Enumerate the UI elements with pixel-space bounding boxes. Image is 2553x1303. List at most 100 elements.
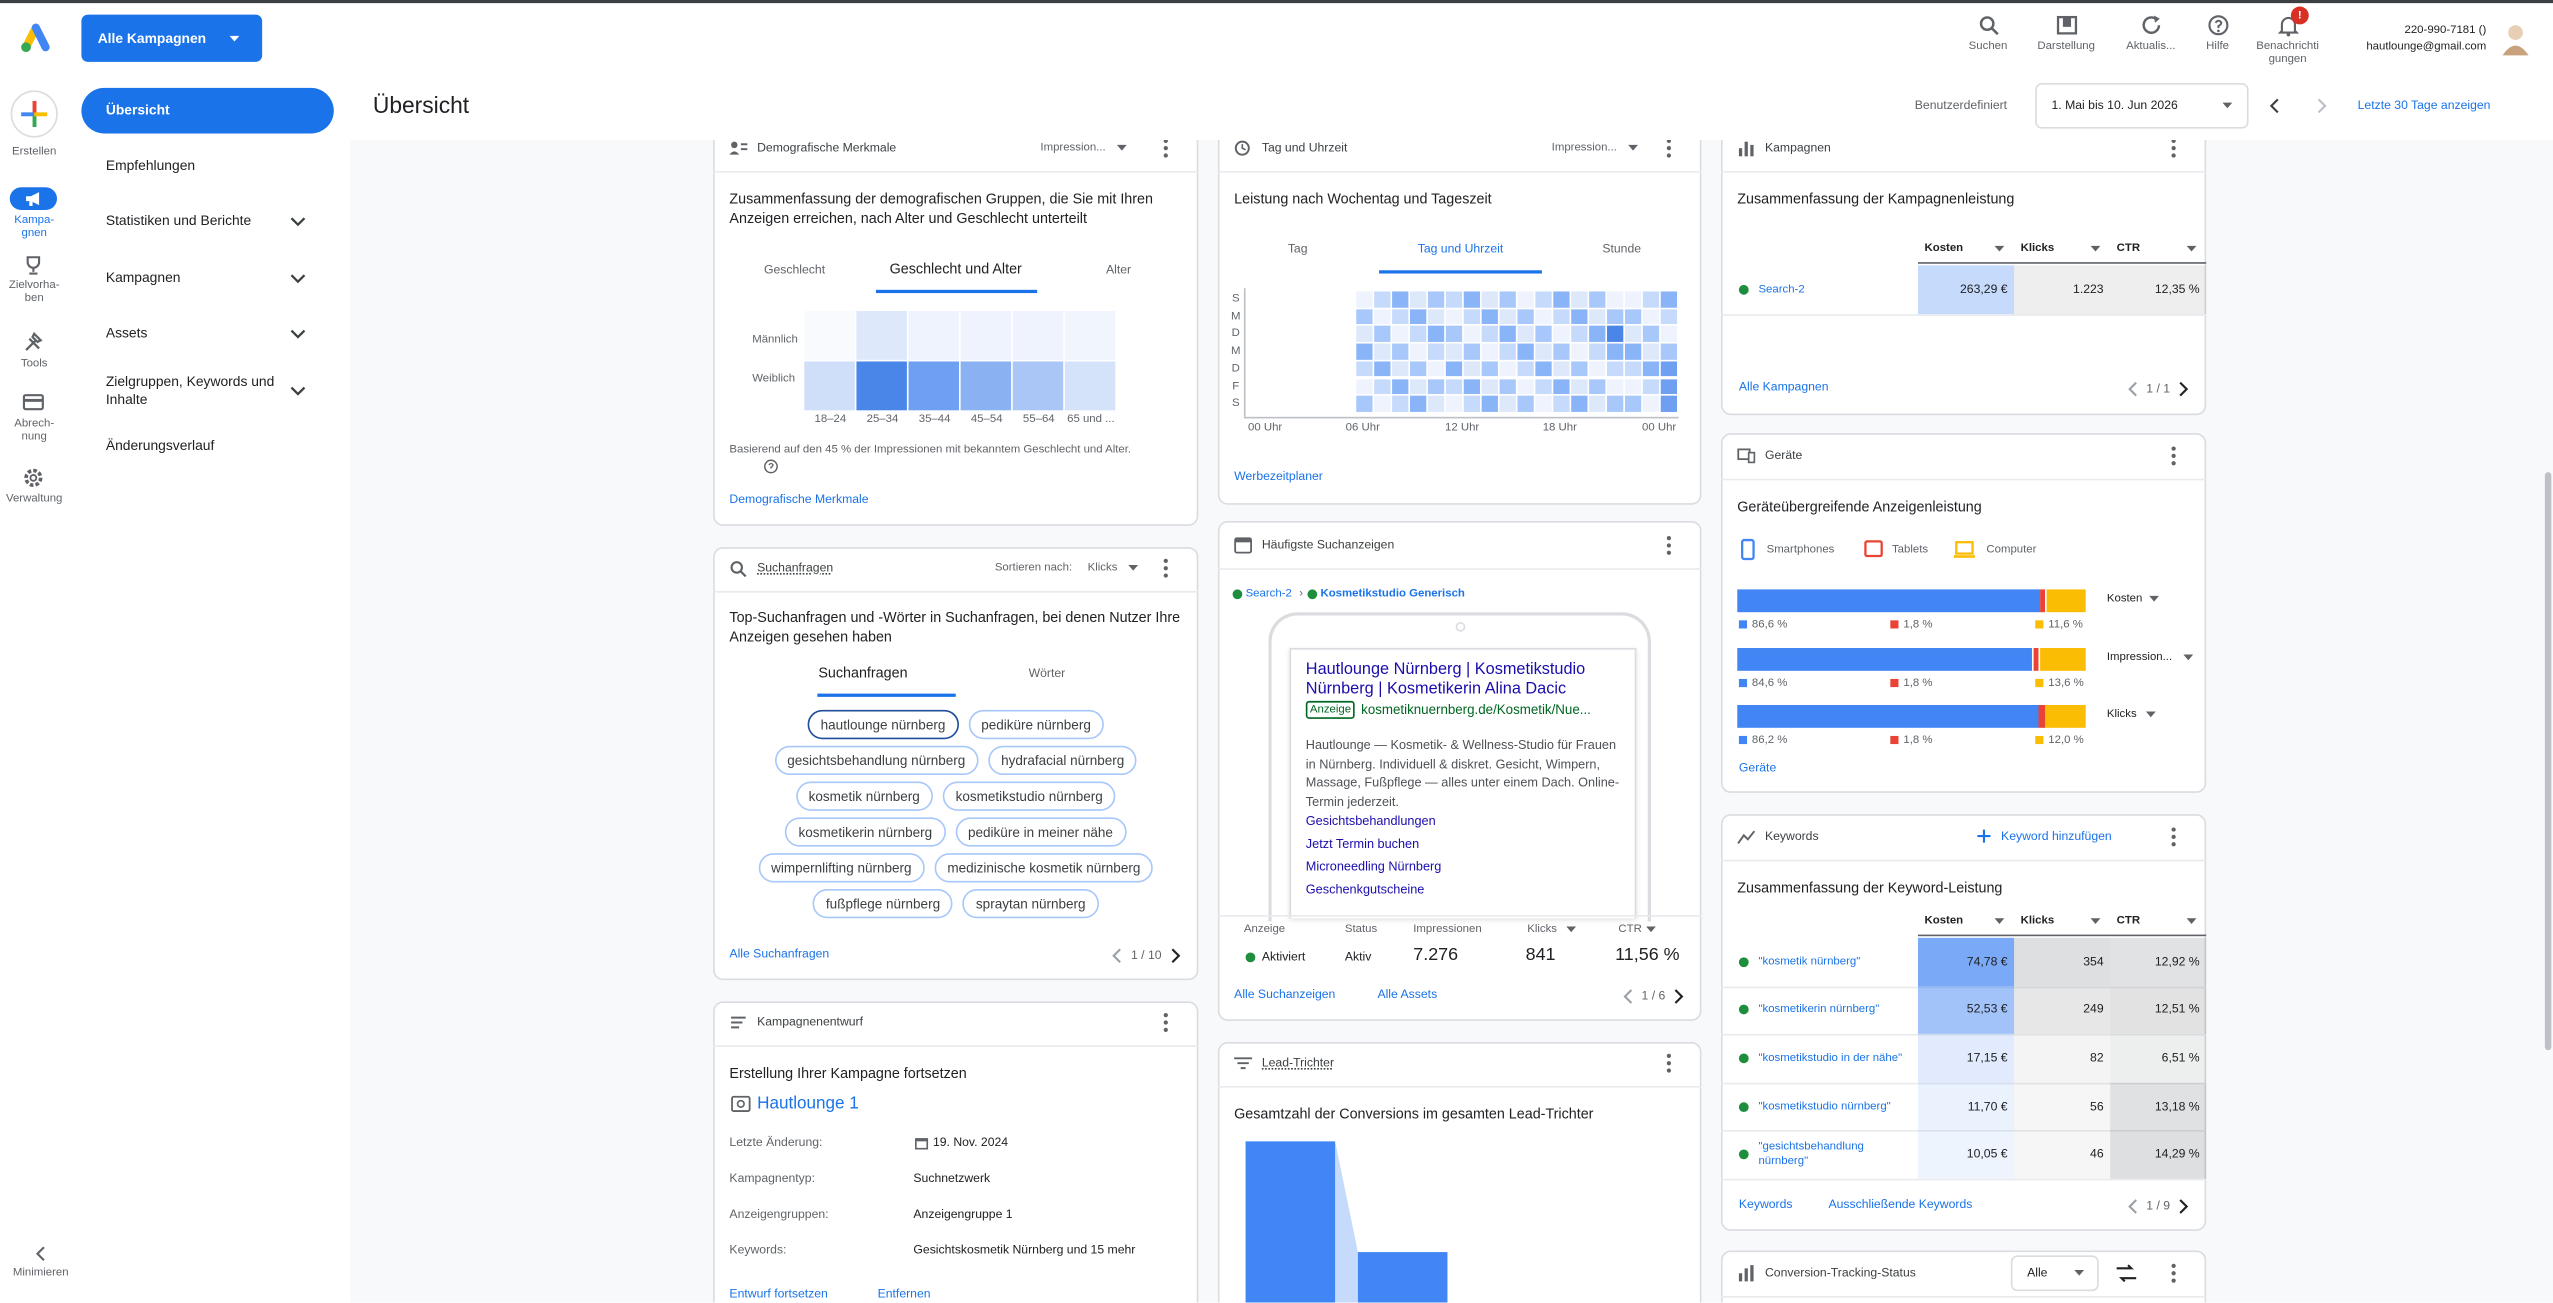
toolbar-icon[interactable] [2140, 15, 2161, 36]
row-name[interactable]: "kosmetikerin nürnberg" [1758, 1004, 1880, 1016]
link[interactable]: Entfernen [877, 1286, 931, 1301]
metric-select[interactable]: Impression... [2106, 650, 2173, 663]
more-menu[interactable] [1163, 1013, 1170, 1033]
column-header[interactable]: Kosten [1924, 243, 1964, 255]
chip[interactable]: spraytan nürnberg [962, 888, 1099, 919]
rail-label[interactable]: Tools [20, 358, 48, 370]
dropdown-caret[interactable] [1628, 144, 1638, 152]
tab[interactable]: Geschlecht und Alter [889, 260, 1022, 277]
more-menu[interactable] [1666, 1053, 1673, 1073]
next-page[interactable] [1674, 988, 1684, 1004]
more-menu[interactable] [2170, 446, 2177, 466]
next-page[interactable] [2179, 381, 2189, 397]
dropdown-caret[interactable] [1994, 245, 2005, 253]
nav-item[interactable]: Statistiken und Berichte [105, 212, 252, 229]
next-page[interactable] [2179, 1198, 2189, 1214]
filter-select[interactable] [2010, 1255, 2099, 1292]
add-icon[interactable] [1977, 829, 1992, 844]
create-button[interactable] [10, 90, 59, 139]
toolbar-label[interactable]: Aktualis... [2126, 40, 2176, 53]
nav-item[interactable]: Assets [105, 324, 148, 341]
rail-icon[interactable] [23, 331, 44, 352]
filter-value[interactable]: Alle [2027, 1265, 2048, 1280]
tab[interactable]: Tag und Uhrzeit [1417, 240, 1504, 256]
column-header[interactable]: Klicks [2020, 243, 2055, 255]
dropdown-caret[interactable] [1566, 926, 1577, 933]
dropdown-caret[interactable] [2186, 245, 2197, 253]
rail-icon[interactable] [22, 394, 44, 411]
rail-icon[interactable] [24, 256, 42, 276]
previous-page[interactable] [35, 1246, 46, 1262]
date-range[interactable]: 1. Mai bis 10. Jun 2026 [2051, 97, 2178, 113]
sitelink[interactable]: Microneedling Nürnberg [1305, 859, 1442, 874]
more-menu[interactable] [2170, 138, 2177, 158]
chip[interactable]: hydrafacial nürnberg [988, 745, 1138, 776]
nav-item[interactable]: Änderungsverlauf [105, 436, 215, 454]
toolbar-label[interactable]: Darstellung [2037, 40, 2096, 53]
chip[interactable]: hautlounge nürnberg [807, 709, 959, 740]
link[interactable]: Alle Suchanfragen [729, 945, 830, 961]
chip[interactable]: fußpflege nürnberg [812, 888, 954, 919]
chip[interactable]: kosmetik nürnberg [795, 781, 933, 811]
more-menu[interactable] [1666, 138, 1673, 158]
google-ads-logo[interactable] [20, 21, 53, 54]
toolbar-label[interactable]: Benachrichti gungen [2256, 40, 2319, 66]
minimize-button[interactable]: Minimieren [12, 1267, 69, 1279]
toolbar-icon[interactable] [2056, 15, 2077, 36]
link[interactable]: Keywords [1738, 1196, 1793, 1212]
chevron-down[interactable] [290, 217, 306, 227]
dropdown-caret[interactable] [1646, 926, 1656, 933]
chip[interactable]: kosmetikerin nürnberg [785, 817, 946, 847]
chip[interactable]: kosmetikstudio nürnberg [942, 781, 1116, 811]
breadcrumb[interactable]: Kosmetikstudio Generisch [1320, 588, 1465, 600]
more-menu[interactable] [2170, 1263, 2177, 1283]
more-menu[interactable] [1666, 536, 1673, 556]
chevron-down[interactable] [290, 329, 306, 339]
sort-select[interactable]: Klicks [1087, 562, 1118, 574]
add-keyword-button[interactable]: Keyword hinzufügen [2001, 828, 2112, 844]
rail-label[interactable]: Abrech- nung [14, 418, 55, 443]
rail-label[interactable]: Kampa- gnen [14, 214, 55, 240]
metric-select[interactable]: Klicks [2106, 708, 2137, 721]
row-name[interactable]: "gesichtsbehandlung nürnberg" [1758, 1141, 1864, 1168]
tab[interactable]: Suchanfragen [818, 664, 908, 681]
dropdown-caret[interactable] [2222, 102, 2233, 110]
chevron-down[interactable] [290, 386, 306, 396]
toolbar-label[interactable]: Suchen [1968, 40, 2008, 53]
link[interactable]: Alle Kampagnen [1738, 379, 1829, 394]
nav-item[interactable]: Zielgruppen, Keywords und Inhalte [105, 372, 275, 408]
tab[interactable]: Geschlecht [764, 262, 826, 277]
row-name[interactable]: Search-2 [1758, 284, 1805, 296]
dropdown-caret[interactable] [1116, 144, 1127, 152]
tab[interactable]: Alter [1106, 262, 1132, 277]
dropdown-caret[interactable] [229, 35, 240, 43]
toolbar-icon[interactable] [2276, 15, 2299, 37]
chip[interactable]: pediküre nürnberg [968, 709, 1104, 740]
rail-label[interactable]: Verwaltung [5, 493, 63, 505]
column-header[interactable]: CTR [2116, 243, 2141, 255]
dropdown-caret[interactable] [2186, 918, 2197, 925]
more-menu[interactable] [1163, 138, 1170, 158]
metric-select[interactable]: Kosten [2106, 593, 2143, 605]
last-30-days-button[interactable]: Letzte 30 Tage anzeigen [2357, 97, 2491, 113]
column-header[interactable]: CTR [1618, 923, 1642, 936]
rail-label[interactable]: Erstellen [12, 145, 57, 158]
column-header[interactable]: CTR [2116, 915, 2141, 927]
toolbar-icon[interactable] [1977, 15, 1998, 36]
dropdown-caret[interactable] [2074, 1269, 2085, 1277]
campaign-select-label[interactable]: Alle Kampagnen [97, 28, 207, 46]
account-email[interactable]: hautlounge@gmail.com [2366, 41, 2487, 53]
dropdown-caret[interactable] [2145, 711, 2156, 719]
tab[interactable]: Wörter [1028, 665, 1066, 681]
metric-select[interactable]: Impression... [1040, 142, 1106, 154]
rail-label[interactable]: Zielvorha- ben [8, 280, 60, 305]
help-icon[interactable] [764, 459, 779, 474]
link[interactable]: Demografische Merkmale [729, 491, 869, 507]
link[interactable]: Geräte [1738, 760, 1777, 775]
sitelink[interactable]: Gesichtsbehandlungen [1305, 813, 1436, 829]
dropdown-caret[interactable] [2183, 653, 2194, 661]
tab[interactable]: Tag [1287, 240, 1308, 256]
metric-select[interactable]: Impression... [1551, 142, 1617, 154]
chip[interactable]: gesichtsbehandlung nürnberg [774, 745, 979, 776]
row-name[interactable]: "kosmetikstudio nürnberg" [1758, 1100, 1891, 1113]
